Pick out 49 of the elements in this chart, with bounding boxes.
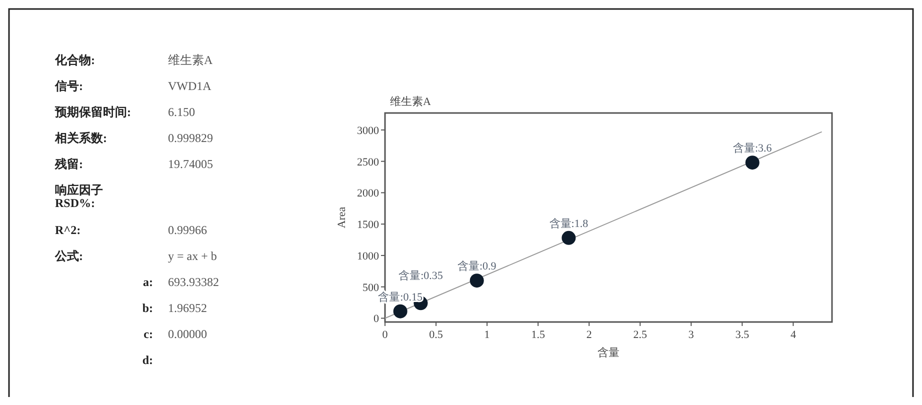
x-tick-label: 3 [688, 329, 694, 341]
x-tick-label: 3.5 [735, 329, 750, 341]
y-tick-label: 0 [374, 313, 380, 326]
y-tick-label: 3000 [357, 124, 380, 137]
y-tick-label: 2500 [357, 156, 380, 168]
text: y = ax + b [168, 249, 217, 263]
text: 相关系数: [54, 131, 107, 145]
text: a: [143, 275, 153, 289]
annotation: 含量:0.35 [398, 269, 444, 282]
annotation: 含量:0.9 [457, 260, 497, 273]
annotation: 含量:1.8 [549, 216, 589, 230]
annotation: 含量:3.6 [732, 142, 772, 155]
x-axis-title: 含量 [598, 346, 620, 359]
text: R^2: [55, 223, 81, 237]
x-tick-label: 0 [382, 329, 388, 341]
point [562, 230, 576, 245]
y-tick-label: 500 [362, 282, 380, 294]
point [470, 274, 484, 288]
text: 693.93382 [168, 275, 219, 289]
text: 响应因子 RSD%: [55, 183, 103, 210]
text: 信号: [54, 79, 83, 93]
text: b: [142, 301, 153, 315]
text: 维生素A [168, 53, 213, 67]
text: VWD1A [168, 79, 212, 93]
x-tick-label: 4 [790, 329, 796, 341]
chart-title: 维生素A [390, 95, 431, 108]
text: 0.00000 [168, 327, 207, 341]
x-tick-label: 0.5 [429, 329, 444, 341]
x-tick-label: 1.5 [531, 329, 546, 341]
point [393, 304, 408, 318]
text: 预期保留时间: [54, 105, 131, 119]
text: 0.99966 [168, 223, 207, 237]
y-axis-title: Area [336, 206, 348, 228]
point [745, 156, 760, 170]
x-tick-label: 1 [484, 329, 490, 341]
y-tick-label: 1000 [357, 250, 380, 262]
x-tick-label: 2.5 [633, 329, 648, 341]
x-tick-label: 2 [586, 329, 592, 341]
text: 公式: [54, 249, 83, 263]
text: 1.96952 [168, 301, 207, 315]
text: 化合物: [54, 53, 95, 67]
text: 6.150 [168, 105, 195, 119]
y-tick-label: 2000 [357, 188, 380, 200]
text: 0.999829 [168, 131, 213, 145]
text: 19.74005 [168, 157, 213, 171]
y-tick-label: 1500 [357, 219, 380, 232]
text: 残留: [54, 157, 83, 171]
text: d: [142, 353, 153, 367]
text: c: [144, 327, 153, 341]
